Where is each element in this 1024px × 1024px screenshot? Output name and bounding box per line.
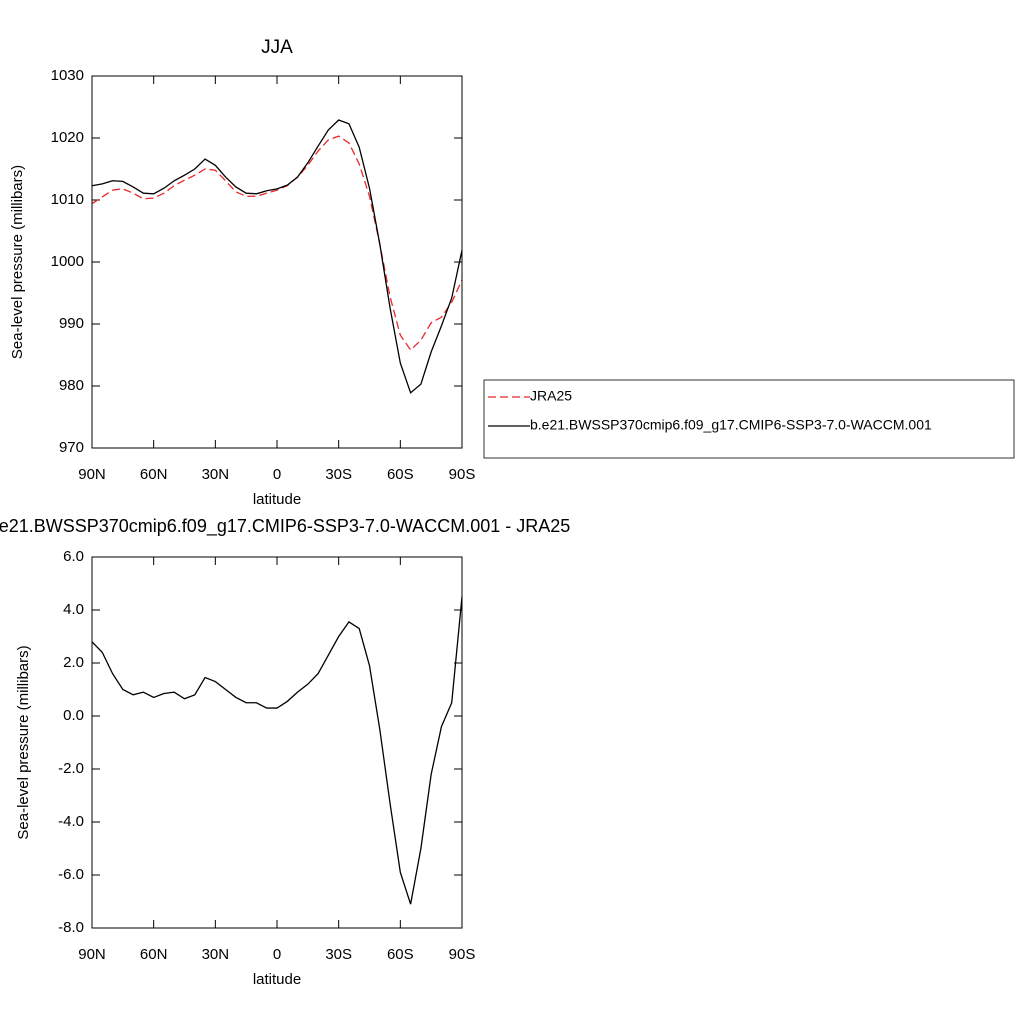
y-tick-label: -6.0	[58, 866, 84, 883]
x-axis-label: latitude	[253, 971, 301, 988]
x-tick-label: 30S	[325, 466, 352, 483]
plot-frame	[91, 556, 463, 929]
y-axis-label: Sea-level pressure (millibars)	[9, 165, 26, 359]
y-tick-label: 1010	[51, 191, 84, 208]
y-tick-label: 6.0	[63, 548, 84, 565]
x-tick-label: 90S	[449, 946, 476, 963]
x-tick-label: 60N	[140, 946, 168, 963]
data-line	[91, 135, 463, 352]
x-tick-label: 0	[273, 946, 281, 963]
x-tick-label: 60N	[140, 466, 168, 483]
y-tick-label: 2.0	[63, 654, 84, 671]
plot-frame	[91, 75, 463, 449]
x-axis-label: latitude	[253, 491, 301, 508]
legend-box	[483, 379, 1015, 459]
x-tick-label: 90N	[78, 466, 106, 483]
legend-label: JRA25	[530, 388, 572, 404]
y-tick-label: 970	[59, 439, 84, 456]
chart-title: b.e21.BWSSP370cmip6.f09_g17.CMIP6-SSP3-7…	[0, 516, 570, 537]
y-tick-label: 1030	[51, 67, 84, 84]
y-tick-label: 980	[59, 377, 84, 394]
y-tick-label: 1000	[51, 253, 84, 270]
data-line	[91, 596, 463, 905]
x-tick-label: 30N	[202, 466, 230, 483]
y-tick-label: 0.0	[63, 707, 84, 724]
y-tick-label: -2.0	[58, 760, 84, 777]
x-tick-label: 0	[273, 466, 281, 483]
y-tick-label: -4.0	[58, 813, 84, 830]
y-tick-label: 990	[59, 315, 84, 332]
y-tick-label: -8.0	[58, 919, 84, 936]
x-tick-label: 60S	[387, 466, 414, 483]
y-tick-label: 1020	[51, 129, 84, 146]
x-tick-label: 30S	[325, 946, 352, 963]
legend-label: b.e21.BWSSP370cmip6.f09_g17.CMIP6-SSP3-7…	[530, 417, 932, 433]
x-tick-label: 90S	[449, 466, 476, 483]
y-tick-label: 4.0	[63, 601, 84, 618]
chart-title: JJA	[261, 37, 293, 58]
x-tick-label: 30N	[202, 946, 230, 963]
x-tick-label: 60S	[387, 946, 414, 963]
data-line	[91, 119, 463, 394]
x-tick-label: 90N	[78, 946, 106, 963]
y-axis-label: Sea-level pressure (millibars)	[15, 645, 32, 839]
